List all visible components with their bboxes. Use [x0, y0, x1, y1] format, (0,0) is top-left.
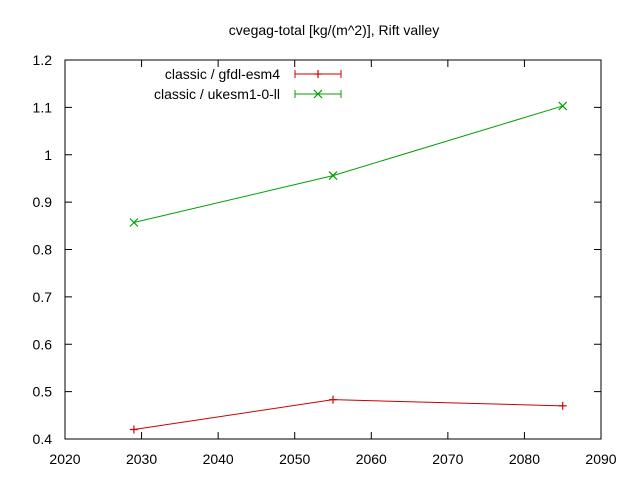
data-point-1-0 — [129, 218, 139, 227]
y-tick-label: 0.9 — [33, 194, 53, 210]
x-tick-label: 2030 — [126, 451, 157, 467]
plot-frame — [64, 59, 602, 440]
y-tick-label: 0.6 — [33, 336, 53, 352]
x-tick-label: 2040 — [203, 451, 234, 467]
chart-title: cvegag-total [kg/(m^2)], Rift valley — [229, 22, 439, 38]
series-line-0 — [133, 399, 563, 431]
x-tick-label: 2050 — [279, 451, 310, 467]
y-tick-label: 1.2 — [33, 52, 53, 68]
x-tick-label: 2070 — [432, 451, 463, 467]
x-tick-label: 2090 — [585, 451, 616, 467]
data-point-0-0 — [129, 425, 138, 434]
y-tick-label: 0.5 — [33, 384, 53, 400]
y-tick-label: 0.8 — [33, 242, 53, 258]
y-tick-label: 0.7 — [33, 289, 53, 305]
x-tick-label: 2020 — [49, 451, 80, 467]
data-point-1-2 — [558, 101, 568, 111]
legend-marker-1 — [313, 89, 323, 99]
series-layer — [129, 101, 568, 434]
data-point-0-1 — [329, 395, 337, 404]
data-point-1-1 — [328, 171, 338, 181]
data-point-0-2 — [558, 401, 567, 410]
y-tick-label: 0.4 — [33, 431, 53, 447]
series-line-1 — [133, 105, 563, 223]
legend-label-1: classic / ukesm1-0-ll — [154, 86, 280, 102]
legend: classic / gfdl-esm4 classic / ukesm1-0-ll — [154, 66, 342, 102]
y-tick-label: 1.1 — [33, 99, 53, 115]
axis-ticks: 2020 2030 2040 2050 2060 2070 2080 2090 0.4 0.5 0.… — [33, 52, 617, 467]
y-tick-label: 1 — [44, 147, 52, 163]
legend-label-0: classic / gfdl-esm4 — [165, 66, 280, 82]
x-tick-label: 2060 — [356, 451, 387, 467]
x-tick-label: 2080 — [509, 451, 540, 467]
legend-marker-0 — [314, 70, 322, 78]
